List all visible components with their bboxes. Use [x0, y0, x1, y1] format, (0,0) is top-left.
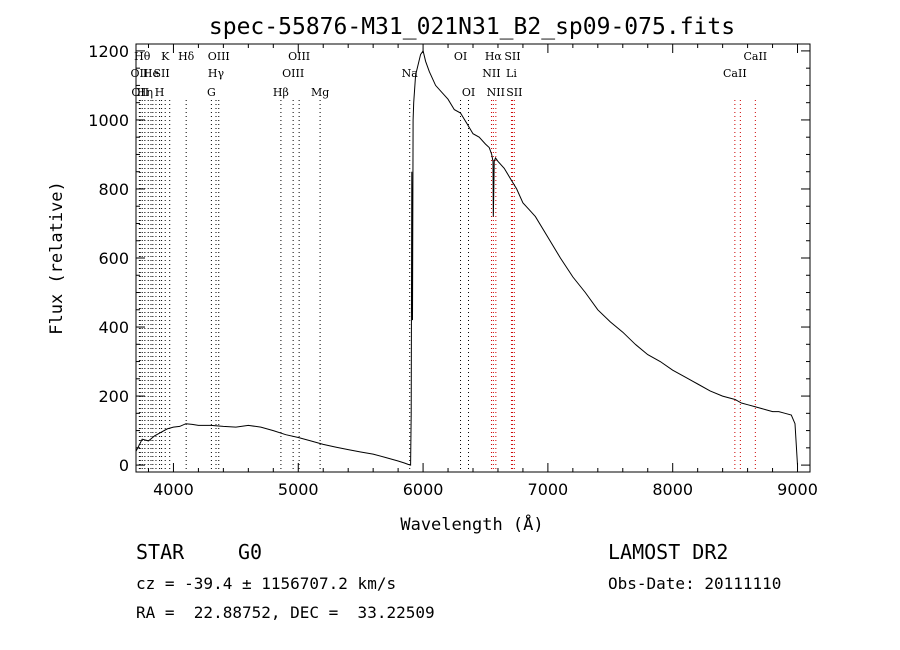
line-marker-label-0: OII [131, 67, 149, 80]
class-type: STAR [136, 540, 185, 564]
line-marker-label-28: SII [506, 86, 522, 99]
line-marker-label-10: K [161, 50, 170, 63]
line-marker-label-23: NII [482, 67, 500, 80]
line-marker-label-20: Na [402, 67, 419, 80]
x-tick-label-0: 4000 [153, 480, 194, 499]
line-marker-label-24: Hα [485, 50, 503, 63]
y-tick-label-4: 800 [98, 180, 129, 199]
line-marker-label-22: OI [462, 86, 475, 99]
y-tick-label-3: 600 [98, 249, 129, 268]
line-marker-label-5: He [143, 67, 159, 80]
plot-frame [135, 43, 811, 473]
x-tick-label-3: 7000 [528, 480, 569, 499]
x-tick-label-5: 9000 [777, 480, 818, 499]
line-marker-label-25: NII [487, 86, 505, 99]
tick-layer: 4000 5000 6000 7000 8000 9000 0 200 400 600 800 100… [88, 42, 818, 499]
spectrum-series-0 [135, 49, 798, 466]
line-marker-label-18: OIII [288, 50, 310, 63]
line-marker-label-3: Hη [137, 86, 153, 99]
line-marker-label-21: OI [454, 50, 467, 63]
line-marker-label-31: CaII [743, 50, 767, 63]
series-layer [135, 49, 798, 466]
subclass: G0 [238, 540, 263, 564]
y-tick-label-0: 0 [119, 456, 129, 475]
line-marker-label-26: Li [506, 67, 517, 80]
line-marker-label-9: SII [153, 67, 169, 80]
redshift-cz: cz = -39.4 ± 1156707.2 km/s [136, 574, 397, 593]
y-tick-label-1: 200 [98, 387, 129, 406]
line-marker-label-29: CaII [723, 67, 747, 80]
line-marker-label-15: OIII [208, 50, 230, 63]
line-marker-label-19: Mg [311, 86, 329, 99]
y-tick-label-5: 1000 [88, 111, 129, 130]
line-marker-label-27: SII [504, 50, 520, 63]
line-marker-label-13: G [207, 86, 216, 99]
x-tick-label-4: 8000 [652, 480, 693, 499]
y-tick-label-2: 400 [98, 318, 129, 337]
x-axis-label: Wavelength (Å) [400, 513, 543, 535]
line-marker-label-2: Hθ [134, 50, 151, 63]
x-tick-label-1: 5000 [278, 480, 319, 499]
line-marker-label-16: Hβ [273, 86, 289, 99]
line-marker-label-8: H [155, 86, 165, 99]
chart-title: spec-55876-M31_021N31_B2_sp09-075.fits [209, 14, 735, 40]
line-marker-label-14: Hγ [208, 67, 225, 80]
line-marker-label-12: Hδ [178, 50, 195, 63]
coordinates: RA = 22.88752, DEC = 33.22509 [136, 603, 435, 622]
y-axis-label: Flux (relative) [47, 181, 67, 335]
x-tick-label-2: 6000 [403, 480, 444, 499]
obs-date: Obs-Date: 20111110 [608, 574, 782, 593]
line-marker-label-17: OIII [282, 67, 304, 80]
y-tick-label-6: 1200 [88, 42, 129, 61]
survey-name: LAMOST DR2 [608, 540, 729, 564]
